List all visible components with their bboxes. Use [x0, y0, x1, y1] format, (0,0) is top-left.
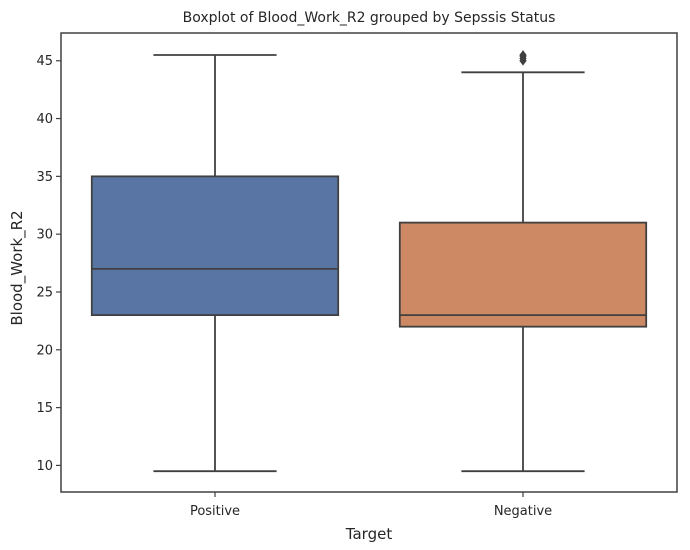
y-tick-label: 15 [36, 401, 53, 416]
y-tick-label: 10 [36, 459, 53, 474]
y-axis-label: Blood_Work_R2 [8, 210, 27, 325]
box-positive [90, 175, 340, 317]
y-tick-label: 35 [36, 170, 53, 185]
box-negative [398, 221, 648, 328]
y-tick-label: 40 [36, 112, 53, 127]
outlier-point [519, 50, 527, 60]
y-tick-label: 25 [36, 285, 53, 300]
y-tick-label: 20 [36, 343, 53, 358]
plot-frame [60, 32, 678, 493]
x-tick-label: Negative [494, 504, 552, 519]
chart-title: Boxplot of Blood_Work_R2 grouped by Seps… [183, 10, 556, 26]
plot-area: 10 15 20 25 30 35 40 45 Positive Negative [36, 32, 678, 519]
x-axis-label: Target [345, 525, 393, 543]
y-tick-label: 45 [36, 54, 53, 69]
x-tick-label: Positive [190, 504, 240, 519]
y-tick-label: 30 [36, 228, 53, 243]
